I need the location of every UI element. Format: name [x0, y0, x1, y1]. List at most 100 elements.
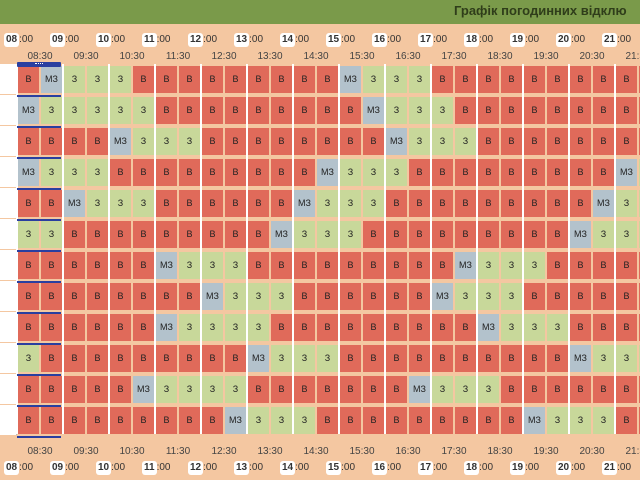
schedule-cell: МЗ — [363, 97, 384, 124]
bottom-hour-label-19: 19:00 — [510, 461, 539, 475]
bottom-half-label: 17:30 — [441, 446, 467, 457]
schedule-cell: В — [64, 314, 85, 341]
schedule-cell: В — [87, 345, 108, 372]
current-slot-row-marker — [17, 250, 61, 252]
hour-value: 13 — [234, 33, 250, 47]
minutes-suffix: :00 — [203, 34, 218, 45]
bottom-hour-label-08: 08:00 — [4, 461, 33, 475]
hour-divider — [614, 64, 616, 434]
top-half-label: 09:30 — [73, 51, 99, 62]
schedule-cell: В — [156, 97, 177, 124]
schedule-cell: МЗ — [18, 159, 39, 186]
schedule-cell: В — [271, 66, 292, 93]
minutes-suffix: :00 — [295, 34, 310, 45]
minutes-suffix: :00 — [19, 34, 34, 45]
schedule-cell: В — [478, 128, 499, 155]
schedule-cell: В — [455, 407, 476, 434]
top-half-label: 19:30 — [533, 51, 559, 62]
bottom-hour-label-15: 15:00 — [326, 461, 355, 475]
schedule-cell: В — [432, 66, 453, 93]
top-half-label: 20:30 — [579, 51, 605, 62]
schedule-cell: З — [409, 128, 430, 155]
schedule-cell: З — [317, 345, 338, 372]
schedule-cell: В — [570, 128, 591, 155]
schedule-cell: В — [570, 159, 591, 186]
schedule-cell: В — [87, 314, 108, 341]
schedule-cell: В — [524, 97, 545, 124]
schedule-cell: З — [386, 159, 407, 186]
schedule-cell: З — [248, 283, 269, 310]
schedule-cell: МЗ — [570, 221, 591, 248]
schedule-cell: МЗ — [455, 252, 476, 279]
schedule-cell: В — [179, 221, 200, 248]
schedule-cell: З — [363, 190, 384, 217]
schedule-cell: З — [225, 252, 246, 279]
schedule-cell: З — [133, 190, 154, 217]
schedule-cell: В — [593, 314, 614, 341]
schedule-cell: В — [409, 221, 430, 248]
top-half-label: 10:30 — [119, 51, 145, 62]
minutes-suffix: :00 — [249, 462, 264, 473]
schedule-cell: В — [570, 252, 591, 279]
schedule-cell: В — [501, 159, 522, 186]
schedule-cell: В — [18, 283, 39, 310]
schedule-cell: З — [179, 128, 200, 155]
schedule-cell: В — [317, 376, 338, 403]
schedule-cell: В — [18, 314, 39, 341]
schedule-cell: В — [363, 221, 384, 248]
schedule-cell: В — [478, 97, 499, 124]
bottom-hour-label-18: 18:00 — [464, 461, 493, 475]
minutes-suffix: :00 — [433, 462, 448, 473]
schedule-cell: В — [363, 128, 384, 155]
schedule-cell: В — [386, 190, 407, 217]
schedule-cell: З — [363, 66, 384, 93]
minutes-suffix: :00 — [341, 462, 356, 473]
schedule-cell: В — [386, 376, 407, 403]
hour-value: 16 — [372, 33, 388, 47]
schedule-cell: В — [570, 66, 591, 93]
schedule-cell: В — [409, 314, 430, 341]
schedule-cell: З — [225, 376, 246, 403]
schedule-cell: В — [363, 283, 384, 310]
schedule-cell: В — [294, 66, 315, 93]
schedule-cell: З — [432, 128, 453, 155]
schedule-cell: З — [363, 159, 384, 186]
bottom-half-label: 12:30 — [211, 446, 237, 457]
schedule-cell: З — [340, 159, 361, 186]
schedule-cell: В — [248, 252, 269, 279]
bottom-hour-label-09: 09:00 — [50, 461, 79, 475]
bottom-hour-label-10: 10:00 — [96, 461, 125, 475]
schedule-cell: В — [570, 97, 591, 124]
schedule-cell: З — [547, 314, 568, 341]
schedule-cell: З — [110, 190, 131, 217]
schedule-cell: В — [248, 190, 269, 217]
schedule-cell: МЗ — [271, 221, 292, 248]
schedule-cell: В — [340, 283, 361, 310]
schedule-cell: В — [41, 407, 62, 434]
schedule-cell: В — [87, 221, 108, 248]
schedule-cell: В — [110, 376, 131, 403]
hour-divider — [430, 64, 432, 434]
schedule-cell: В — [64, 345, 85, 372]
row-header — [0, 343, 17, 373]
schedule-cell: З — [87, 66, 108, 93]
schedule-cell: З — [225, 283, 246, 310]
schedule-cell: В — [41, 345, 62, 372]
schedule-cell: В — [478, 190, 499, 217]
schedule-cell: В — [363, 376, 384, 403]
schedule-cell: В — [455, 221, 476, 248]
schedule-cell: В — [547, 283, 568, 310]
schedule-cell: МЗ — [386, 128, 407, 155]
schedule-cell: В — [133, 221, 154, 248]
hour-value: 13 — [234, 461, 250, 475]
schedule-cell: В — [340, 128, 361, 155]
current-slot-row-marker — [17, 95, 61, 97]
bottom-half-label: 18:30 — [487, 446, 513, 457]
top-hour-label-20: 20:00 — [556, 33, 585, 47]
schedule-cell: В — [593, 66, 614, 93]
schedule-cell: З — [524, 314, 545, 341]
schedule-cell: З — [133, 97, 154, 124]
schedule-cell: В — [386, 283, 407, 310]
schedule-cell: В — [340, 407, 361, 434]
schedule-cell: МЗ — [570, 345, 591, 372]
